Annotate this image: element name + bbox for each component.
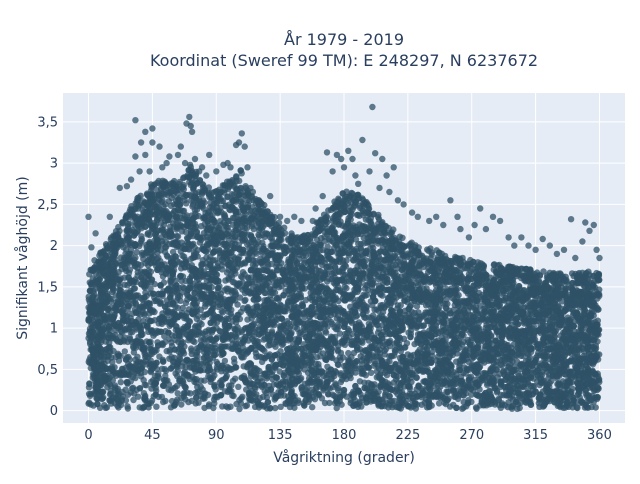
data-point <box>179 253 185 259</box>
data-point <box>178 395 184 401</box>
data-point <box>134 354 140 360</box>
data-point <box>222 358 228 364</box>
data-point <box>394 391 400 397</box>
data-point <box>219 403 225 409</box>
data-point <box>122 348 128 354</box>
data-point <box>462 310 468 316</box>
data-point <box>118 379 124 385</box>
data-point <box>357 378 363 384</box>
data-point <box>118 240 124 246</box>
data-point <box>132 285 138 291</box>
data-point <box>463 403 469 409</box>
data-point <box>168 354 174 360</box>
data-point <box>254 223 260 229</box>
data-point <box>101 402 107 408</box>
data-point <box>274 375 280 381</box>
